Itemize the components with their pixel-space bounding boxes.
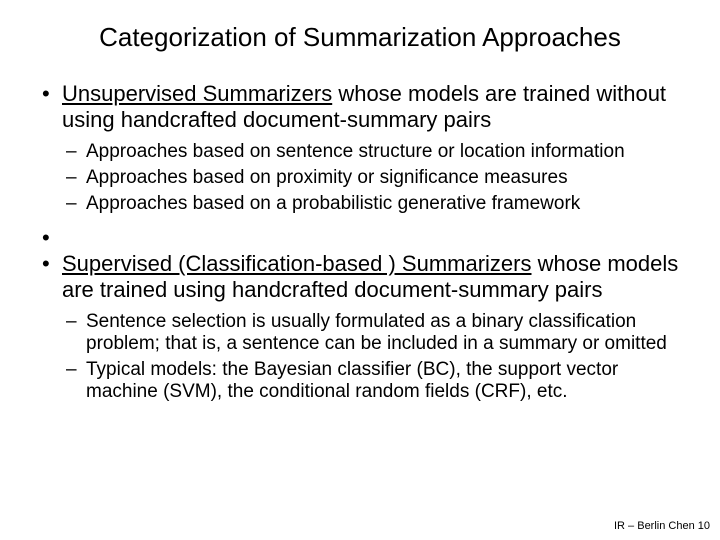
bullet-list-level1b: Supervised (Classification-based ) Summa… (38, 251, 682, 403)
lead-underlined: Supervised (Classification-based ) Summa… (62, 251, 532, 276)
section-supervised: Supervised (Classification-based ) Summa… (38, 251, 682, 403)
sub-item: Approaches based on sentence structure o… (62, 141, 682, 163)
sub-item: Sentence selection is usually formulated… (62, 311, 682, 355)
section-lead-text: Supervised (Classification-based ) Summa… (62, 251, 678, 302)
sub-item: Typical models: the Bayesian classifier … (62, 359, 682, 403)
section-gap (38, 225, 682, 251)
slide: Categorization of Summarization Approach… (0, 0, 720, 540)
section-unsupervised: Unsupervised Summarizers whose models ar… (38, 81, 682, 215)
sub-item: Approaches based on a probabilistic gene… (62, 193, 682, 215)
slide-footer: IR – Berlin Chen 10 (614, 520, 710, 532)
lead-underlined: Unsupervised Summarizers (62, 81, 332, 106)
sub-list-supervised: Sentence selection is usually formulated… (62, 311, 682, 403)
section-lead-text: Unsupervised Summarizers whose models ar… (62, 81, 666, 132)
bullet-list-level1: Unsupervised Summarizers whose models ar… (38, 81, 682, 215)
sub-item: Approaches based on proximity or signifi… (62, 167, 682, 189)
sub-list-unsupervised: Approaches based on sentence structure o… (62, 141, 682, 215)
slide-title: Categorization of Summarization Approach… (38, 22, 682, 53)
